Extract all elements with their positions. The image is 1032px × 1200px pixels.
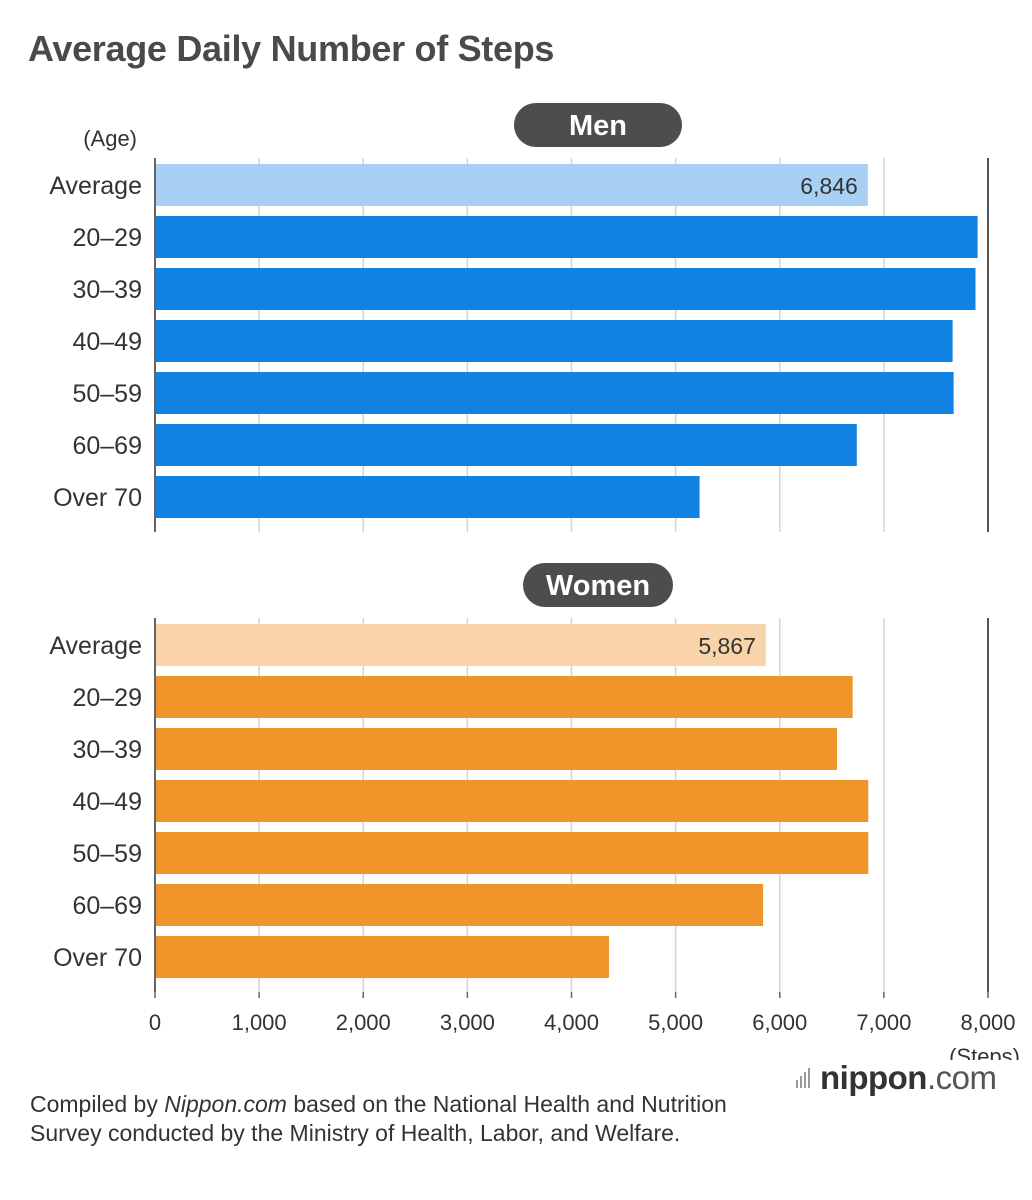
x-tick-label-7: 7,000	[856, 1010, 911, 1035]
data-label-women-0: 5,867	[698, 633, 756, 659]
panel-pill-women	[523, 563, 673, 607]
x-tick-label-6: 6,000	[752, 1010, 807, 1035]
bar-men-0	[156, 164, 868, 206]
category-label-men-2: 30–39	[72, 276, 142, 304]
x-tick-label-3: 3,000	[440, 1010, 495, 1035]
x-tick-label-0: 0	[149, 1010, 161, 1035]
bar-women-4	[156, 832, 869, 874]
x-tick-label-2: 2,000	[336, 1010, 391, 1035]
bar-women-5	[156, 884, 764, 926]
bar-women-6	[156, 936, 609, 978]
logo-name: nippon	[820, 1059, 927, 1096]
panel-pill-men	[514, 103, 682, 147]
panel-title-men: Men	[569, 110, 627, 142]
bar-women-0	[156, 624, 766, 666]
x-tick-label-1: 1,000	[232, 1010, 287, 1035]
category-label-men-6: Over 70	[53, 484, 142, 512]
bar-men-4	[156, 372, 954, 414]
x-tick-label-4: 4,000	[544, 1010, 599, 1035]
x-tick-label-5: 5,000	[648, 1010, 703, 1035]
x-tick-label-8: 8,000	[960, 1010, 1015, 1035]
category-label-men-4: 50–59	[72, 380, 142, 408]
category-label-men-5: 60–69	[72, 432, 142, 460]
footnote-prefix: Compiled by	[30, 1091, 165, 1117]
category-label-women-5: 60–69	[72, 892, 142, 920]
category-label-women-0: Average	[49, 632, 142, 660]
value-axis-label: (Steps)	[949, 1044, 1020, 1060]
bar-men-6	[156, 476, 700, 518]
data-label-men-0: 6,846	[800, 173, 858, 199]
bar-men-2	[156, 268, 976, 310]
bar-women-2	[156, 728, 838, 770]
bar-men-5	[156, 424, 857, 466]
category-label-women-1: 20–29	[72, 684, 142, 712]
category-label-men-3: 40–49	[72, 328, 142, 356]
bar-men-1	[156, 216, 978, 258]
footnote-suffix: based on the National Health and Nutriti…	[30, 1091, 727, 1146]
category-label-men-0: Average	[49, 172, 142, 200]
source-footnote: Compiled by Nippon.com based on the Nati…	[30, 1090, 790, 1148]
category-label-women-6: Over 70	[53, 944, 142, 972]
category-label-men-1: 20–29	[72, 224, 142, 252]
logo-tld: .com	[926, 1059, 997, 1096]
panel-title-women: Women	[546, 570, 650, 602]
category-label-women-2: 30–39	[72, 736, 142, 764]
chart-title: Average Daily Number of Steps	[28, 28, 555, 69]
bar-men-3	[156, 320, 953, 362]
category-label-women-4: 50–59	[72, 840, 142, 868]
logo-bars-icon	[796, 1068, 812, 1088]
footnote-source: Nippon.com	[164, 1091, 287, 1117]
steps-bar-chart: (Age) Men Average 6,846 20–29 30–39 40–49 50–59…	[49, 103, 1020, 1060]
nippon-logo: nippon .com	[796, 1058, 997, 1098]
bar-women-1	[156, 676, 853, 718]
category-label-women-3: 40–49	[72, 788, 142, 816]
bar-women-3	[156, 780, 869, 822]
category-axis-label: (Age)	[83, 126, 137, 151]
